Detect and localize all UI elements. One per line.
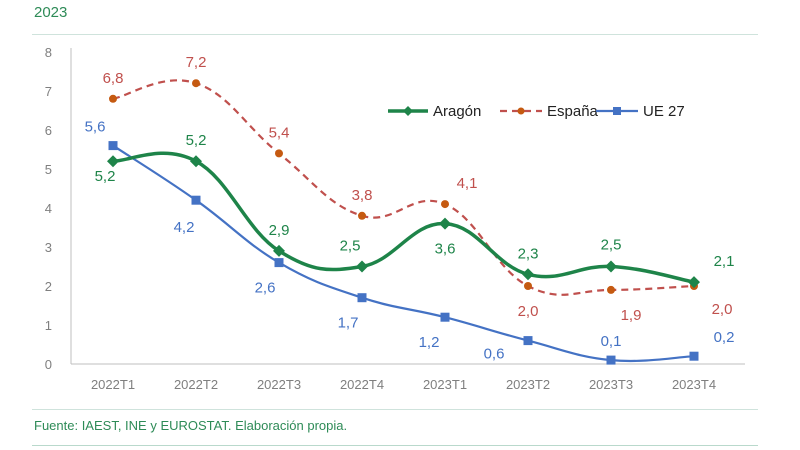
data-label: 1,2 — [419, 334, 440, 351]
data-label: 3,8 — [352, 187, 373, 204]
x-tick-label: 2022T1 — [91, 377, 135, 392]
x-tick-label: 2023T4 — [672, 377, 716, 392]
data-point-marker — [107, 155, 119, 168]
x-tick-label: 2023T3 — [589, 377, 633, 392]
y-tick-label: 7 — [45, 84, 52, 99]
data-point-marker — [356, 260, 368, 273]
y-tick-label: 5 — [45, 162, 52, 177]
y-tick-label: 4 — [45, 201, 52, 216]
y-tick-label: 3 — [45, 240, 52, 255]
data-label: 2,9 — [269, 222, 290, 239]
data-label: 2,5 — [340, 238, 361, 255]
legend-label: Aragón — [433, 103, 481, 120]
data-point-marker — [109, 94, 117, 103]
data-label: 2,0 — [518, 303, 539, 320]
y-tick-label: 6 — [45, 123, 52, 138]
y-tick-label: 1 — [45, 318, 52, 333]
data-label: 0,1 — [601, 333, 622, 350]
data-label: 2,0 — [712, 301, 733, 318]
data-point-marker — [523, 336, 533, 346]
data-label: 5,4 — [269, 124, 290, 141]
data-label: 2,3 — [518, 245, 539, 262]
data-point-marker — [439, 217, 451, 230]
data-point-marker — [605, 260, 617, 273]
series-line-aragón — [112, 151, 695, 284]
legend-marker-circle — [517, 107, 525, 115]
data-label: 2,5 — [601, 237, 622, 254]
footer-divider-top — [32, 409, 758, 410]
data-label: 4,2 — [174, 219, 195, 236]
y-tick-label: 8 — [45, 45, 52, 60]
data-point-marker — [273, 244, 285, 257]
data-label: 7,2 — [186, 54, 207, 71]
x-tick-label: 2023T2 — [506, 377, 550, 392]
data-point-marker — [524, 282, 532, 290]
data-label: 5,6 — [85, 119, 106, 136]
data-label: 2,6 — [255, 280, 276, 297]
data-point-marker — [108, 141, 118, 151]
source-note: Fuente: IAEST, INE y EUROSTAT. Elaboraci… — [34, 418, 348, 433]
data-point-marker — [357, 293, 367, 303]
x-tick-label: 2022T4 — [340, 377, 384, 392]
series-line-ue-27 — [112, 144, 695, 363]
data-point-marker — [607, 285, 615, 294]
data-label: 2,1 — [714, 253, 735, 270]
legend-marker-square — [613, 107, 621, 115]
legend-marker-diamond — [403, 106, 413, 116]
data-label: 1,9 — [621, 307, 642, 324]
footer-divider-bottom — [32, 445, 758, 446]
legend-label: España — [547, 103, 599, 120]
data-label: 3,6 — [435, 241, 456, 258]
data-label: 5,2 — [95, 168, 116, 185]
x-tick-label: 2022T2 — [174, 377, 218, 392]
data-point-marker — [274, 258, 284, 268]
data-point-marker — [440, 312, 450, 322]
data-label: 0,6 — [484, 346, 505, 363]
data-point-marker — [190, 155, 202, 168]
x-tick-label: 2023T1 — [423, 377, 467, 392]
data-point-marker — [689, 351, 699, 361]
data-label: 0,2 — [714, 329, 735, 346]
data-point-marker — [606, 355, 616, 365]
data-label: 5,2 — [186, 132, 207, 149]
y-tick-label: 0 — [45, 357, 52, 372]
data-point-marker — [688, 276, 700, 289]
data-point-marker — [192, 79, 200, 88]
data-point-marker — [358, 211, 366, 220]
data-label: 6,8 — [103, 70, 124, 87]
data-point-marker — [191, 195, 201, 205]
data-point-marker — [441, 200, 449, 209]
y-tick-label: 2 — [45, 279, 52, 294]
data-point-marker — [522, 268, 534, 281]
data-label: 4,1 — [457, 175, 478, 192]
chart-title: 2023 — [34, 4, 68, 21]
x-tick-label: 2022T3 — [257, 377, 301, 392]
legend-label: UE 27 — [643, 103, 685, 120]
data-point-marker — [275, 149, 283, 158]
top-divider — [32, 34, 758, 35]
data-label: 1,7 — [338, 315, 359, 332]
